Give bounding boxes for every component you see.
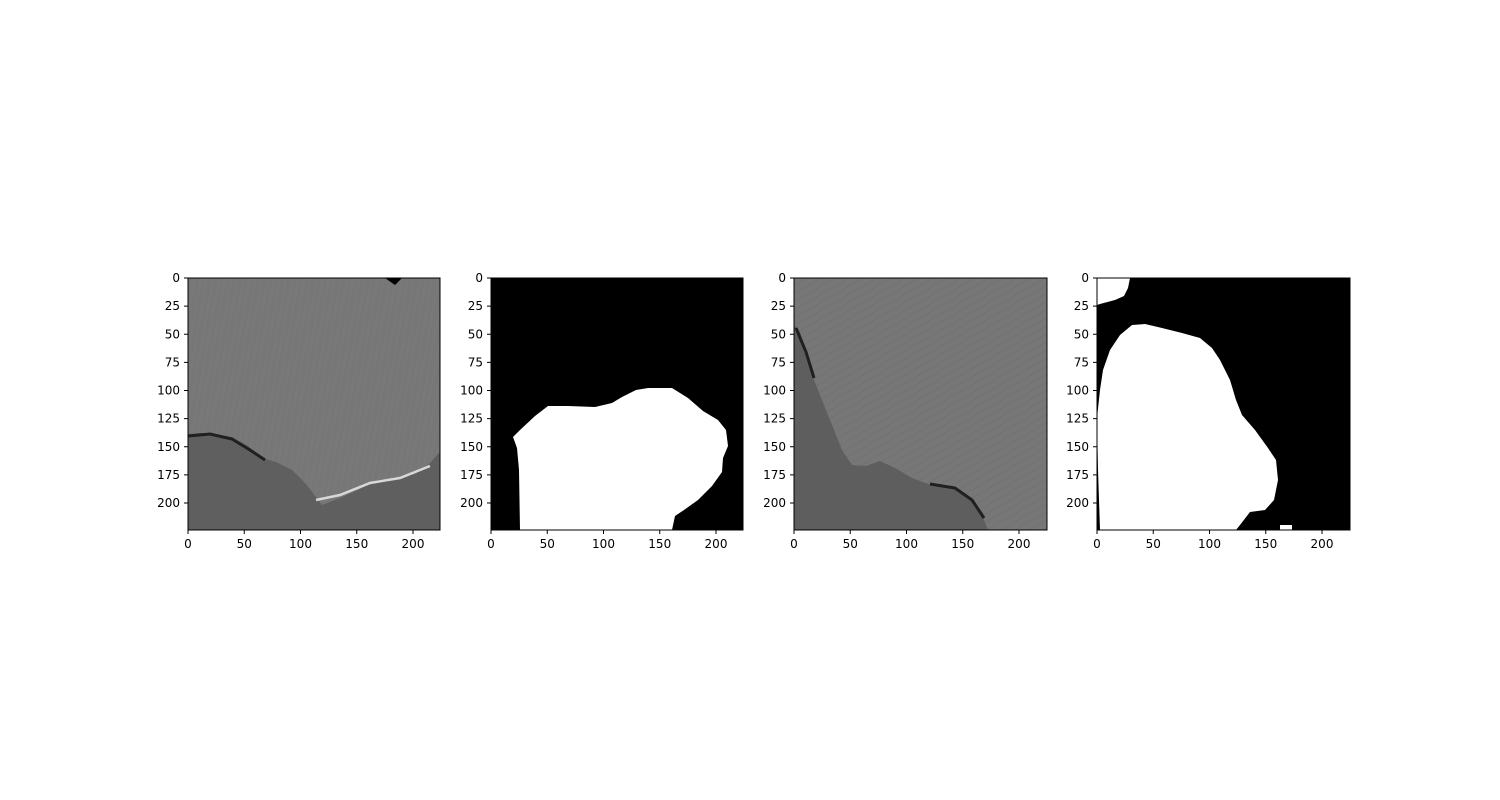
panel-3-ytick-label: 100 [763, 384, 786, 398]
panel-4-xtick-label: 0 [1093, 537, 1101, 551]
panel-2-ytick-label: 25 [468, 299, 483, 313]
panel-4-xtick-label: 100 [1198, 537, 1221, 551]
panel-1-ytick-label: 200 [157, 496, 180, 510]
panel-2-ytick-label: 175 [460, 468, 483, 482]
panel-2-ytick-label: 125 [460, 412, 483, 426]
panel-4-xtick-label: 150 [1254, 537, 1277, 551]
panel-1-xtick-label: 50 [237, 537, 252, 551]
panel-4-ytick-label: 100 [1066, 384, 1089, 398]
panel-3-xtick-label: 200 [1008, 537, 1031, 551]
panel-4-ytick-label: 0 [1081, 271, 1089, 285]
panel-3-xtick-label: 50 [843, 537, 858, 551]
panel-4-ytick-label: 150 [1066, 440, 1089, 454]
panel-4-xtick-label: 200 [1311, 537, 1334, 551]
panel-3 [794, 278, 1047, 530]
panel-1-ytick-label: 100 [157, 384, 180, 398]
panel-4-axes: 0 50 100 150 200 0 25 50 75 100 125 150 175 200 [1066, 271, 1351, 551]
panel-2-ytick-label: 200 [460, 496, 483, 510]
panel-3-xtick-label: 100 [895, 537, 918, 551]
panel-3-frame [793, 277, 1048, 531]
panel-2-ytick-label: 100 [460, 384, 483, 398]
panel-1-ytick-label: 75 [165, 355, 180, 369]
panel-4-ytick-label: 200 [1066, 496, 1089, 510]
panel-1-frame [187, 277, 441, 531]
panel-1-axes: 0 50 100 150 200 0 25 50 75 100 125 150 175 200 [157, 271, 441, 551]
panel-1-ytick-label: 25 [165, 299, 180, 313]
panel-3-xtick-label: 150 [951, 537, 974, 551]
panel-3-ytick-label: 25 [771, 299, 786, 313]
panel-4-frame [1096, 277, 1351, 531]
panel-2-xtick-label: 0 [487, 537, 495, 551]
panel-3-ytick-label: 0 [778, 271, 786, 285]
panel-4-mask-region [1097, 324, 1278, 530]
panel-2-xtick-label: 100 [592, 537, 615, 551]
panel-2-xtick-label: 200 [705, 537, 728, 551]
axes-layer: 0 50 100 150 200 0 25 50 75 100 125 150 175 200 0 50 100… [157, 271, 1351, 551]
panel-4-ytick-label: 175 [1066, 468, 1089, 482]
panel-3-xtick-label: 0 [790, 537, 798, 551]
panel-3-ytick-label: 50 [771, 327, 786, 341]
panel-1-xtick-label: 150 [345, 537, 368, 551]
panel-3-ytick-label: 75 [771, 355, 786, 369]
panel-2-frame [490, 277, 744, 531]
panel-1-xtick-label: 0 [184, 537, 192, 551]
panel-2-ytick-label: 0 [475, 271, 483, 285]
panel-2-ytick-label: 50 [468, 327, 483, 341]
panel-2 [491, 278, 743, 530]
panel-4-ytick-label: 25 [1074, 299, 1089, 313]
panel-1 [188, 278, 440, 530]
panel-3-ytick-label: 175 [763, 468, 786, 482]
panel-2-axes: 0 50 100 150 200 0 25 50 75 100 125 150 175 200 [460, 271, 744, 551]
panel-3-axes: 0 50 100 150 200 0 25 50 75 100 125 150 175 200 [763, 271, 1048, 551]
panel-3-ytick-label: 150 [763, 440, 786, 454]
panel-2-ytick-label: 150 [460, 440, 483, 454]
panel-2-ytick-label: 75 [468, 355, 483, 369]
panel-1-ytick-label: 150 [157, 440, 180, 454]
panel-4-ytick-label: 125 [1066, 412, 1089, 426]
panel-2-xtick-label: 150 [648, 537, 671, 551]
panel-2-mask-region [513, 388, 728, 530]
panel-1-ytick-label: 125 [157, 412, 180, 426]
panel-1-tissue [188, 433, 440, 530]
panel-4-ytick-label: 75 [1074, 355, 1089, 369]
panel-3-ytick-label: 125 [763, 412, 786, 426]
panel-3-tissue [794, 325, 988, 530]
panel-1-ytick-label: 50 [165, 327, 180, 341]
panel-1-ytick-label: 0 [172, 271, 180, 285]
panel-4-ytick-label: 50 [1074, 327, 1089, 341]
panel-4 [1097, 278, 1350, 530]
panel-1-xtick-label: 200 [402, 537, 425, 551]
panel-4-mask-corner [1097, 278, 1130, 305]
panel-4-xtick-label: 50 [1146, 537, 1161, 551]
panel-1-xtick-label: 100 [289, 537, 312, 551]
panel-3-ytick-label: 200 [763, 496, 786, 510]
panel-2-xtick-label: 50 [540, 537, 555, 551]
panel-1-ytick-label: 175 [157, 468, 180, 482]
